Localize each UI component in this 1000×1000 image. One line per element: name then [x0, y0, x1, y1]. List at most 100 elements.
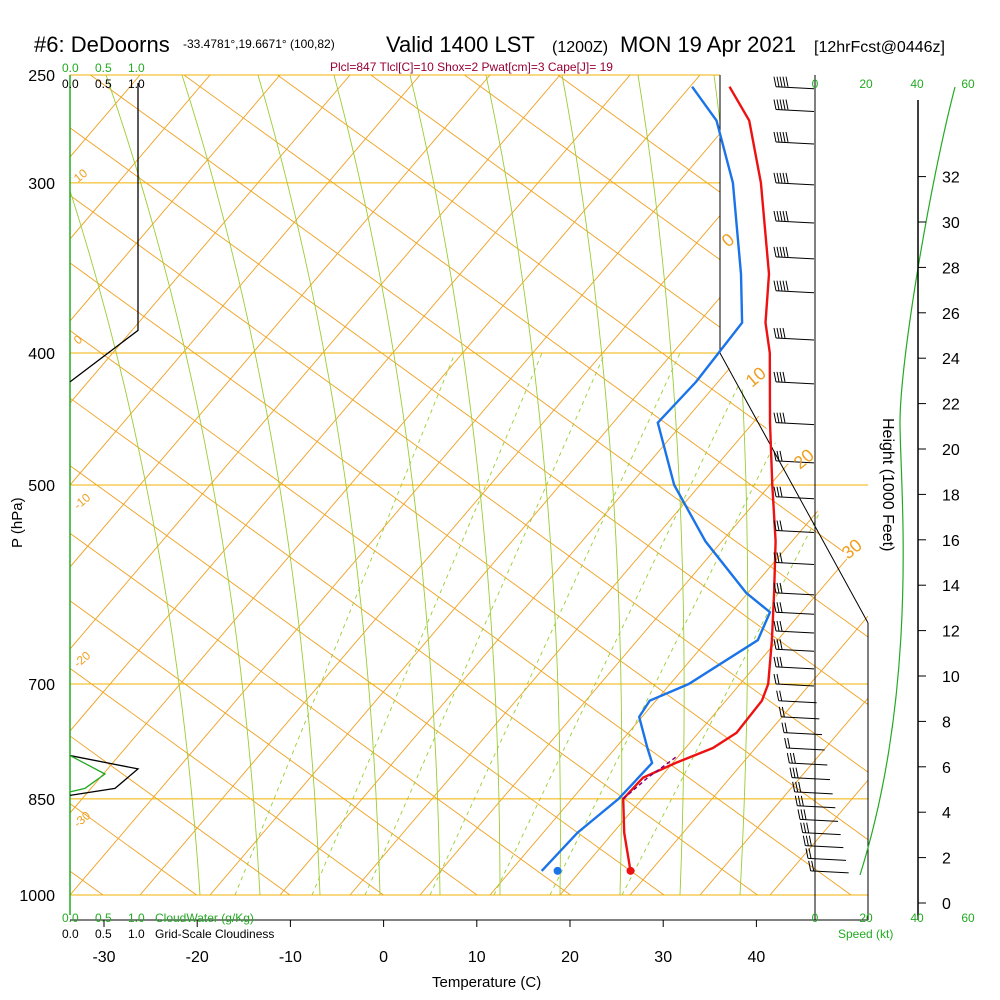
- height-tick-label: 16: [942, 533, 960, 550]
- wind-barb-staff: [775, 108, 815, 112]
- speed-scale-bottom: 60: [961, 911, 975, 925]
- wind-barb-staff: [781, 716, 820, 720]
- height-tick-label: 6: [942, 760, 951, 777]
- dry-adiabat-line: [70, 75, 852, 895]
- wind-barb-staff: [775, 256, 815, 260]
- wind-barb-staff: [775, 530, 815, 534]
- speed-scale-top: 40: [910, 77, 924, 91]
- wind-barb-flag: [781, 706, 785, 717]
- mixing-ratio-line: [621, 352, 868, 895]
- wind-barb: [802, 835, 844, 849]
- wind-barb: [773, 99, 815, 112]
- wind-barb-flag: [776, 639, 780, 650]
- wind-barb-flag: [803, 822, 807, 833]
- wind-barb-flag: [776, 327, 780, 339]
- wind-barb-flag: [773, 602, 777, 613]
- wind-barb-flag: [808, 835, 812, 846]
- wind-barb-flag: [779, 76, 783, 87]
- wind-barb: [773, 486, 815, 500]
- wind-barb-flag: [779, 172, 783, 183]
- wind-barbs: [773, 76, 849, 874]
- cloud-profile: [69, 83, 140, 797]
- surface-temperature-point: [626, 866, 635, 875]
- wind-barb-flag: [785, 210, 789, 222]
- cloudiness-low-trace: [69, 754, 140, 797]
- stability-indices: Plcl=847 Tlcl[C]=10 Shox=2 Pwat[cm]=3 Ca…: [330, 60, 613, 74]
- height-tick-label: 28: [942, 260, 960, 277]
- height-tick-label: 22: [942, 397, 960, 414]
- plot-diagonal-edge: [719, 352, 869, 624]
- cloudiness-scale-bottom: 1.0: [128, 927, 145, 941]
- wind-barb-flag: [773, 99, 777, 110]
- wind-barb: [773, 620, 815, 634]
- temperature-trace: [621, 86, 777, 872]
- wind-barb-flag: [776, 486, 780, 497]
- dry-adiabat-line: [70, 75, 571, 895]
- wind-barb-flag: [776, 172, 780, 183]
- wind-barb-staff: [810, 870, 849, 874]
- wind-barb-flag: [782, 99, 786, 110]
- wind-barb-flag: [773, 280, 777, 291]
- wind-barb-staff: [775, 290, 815, 294]
- mixing-ratio-line: [549, 352, 821, 895]
- wind-barb-staff: [775, 562, 815, 566]
- wind-barb: [773, 172, 815, 186]
- dry-adiabat-line: [70, 75, 868, 895]
- wind-barb: [789, 767, 831, 781]
- wind-barb-staff: [797, 805, 836, 809]
- mixing-ratio-line: [364, 352, 606, 895]
- isotherm-line: [70, 75, 211, 895]
- wind-barb-staff: [791, 777, 831, 781]
- speed-scale-top: 20: [859, 77, 873, 91]
- dry-adiabat-label: 20: [790, 445, 818, 473]
- wind-barb-flag: [773, 371, 777, 382]
- wind-barb-flag: [782, 371, 786, 382]
- wind-barb: [773, 131, 815, 145]
- station-location: -33.4781°,19.6671° (100,82): [183, 37, 335, 51]
- height-tick-label: 14: [942, 578, 960, 595]
- wind-barb-flag: [776, 280, 780, 291]
- wind-barb: [773, 246, 815, 260]
- wind-barb-staff: [775, 683, 815, 687]
- wind-barb: [773, 371, 815, 385]
- x-tick-label: 20: [561, 949, 579, 966]
- cloudiness-trace: [69, 83, 139, 383]
- wind-barb-flag: [779, 620, 783, 632]
- wind-barb-staff: [775, 381, 815, 385]
- wind-barb-flag: [798, 781, 802, 792]
- wind-barb-flag: [789, 767, 793, 778]
- wind-barb-flag: [776, 620, 780, 632]
- wind-barb: [773, 582, 815, 596]
- wind-barb-staff: [775, 220, 815, 224]
- wind-barb-flag: [779, 552, 783, 563]
- dry-adiabat-line: [70, 75, 868, 895]
- mixing-ratio-label: 8: [478, 906, 494, 919]
- wind-barb-flag: [785, 99, 789, 110]
- dry-adiabat-label: -30: [71, 808, 94, 830]
- isotherm-line: [70, 75, 281, 895]
- speed-label: Speed (kt): [838, 927, 893, 941]
- moist-adiabat-line: [561, 75, 623, 895]
- wind-barb-flag: [773, 656, 777, 667]
- parcel-trace: [622, 755, 679, 800]
- y-tick-label: 700: [28, 677, 55, 694]
- cloudwater-scale-top: 1.0: [128, 61, 145, 75]
- moist-adiabats: [70, 75, 749, 895]
- wind-barb-flag: [800, 795, 804, 806]
- forecast-run: [12hrFcst@0446z]: [814, 39, 945, 56]
- wind-barb-flag: [779, 656, 783, 667]
- height-tick-label: 2: [942, 851, 951, 868]
- cloudwater-scale-bottom: 1.0: [128, 911, 145, 925]
- isotherm-line: [70, 75, 351, 895]
- wind-barb-flag: [773, 520, 777, 531]
- moist-adiabat-line: [181, 75, 321, 895]
- wind-barb-flag: [773, 76, 777, 87]
- forecast-date: MON 19 Apr 2021: [620, 32, 796, 57]
- wind-barb-flag: [779, 210, 783, 222]
- dry-adiabat-line: [0, 0, 10, 895]
- wind-barb-flag: [776, 210, 780, 222]
- wind-barb: [773, 210, 815, 224]
- wind-barb-staff: [794, 791, 833, 795]
- height-tick-label: 24: [942, 351, 960, 368]
- wind-barb-flag: [776, 371, 780, 382]
